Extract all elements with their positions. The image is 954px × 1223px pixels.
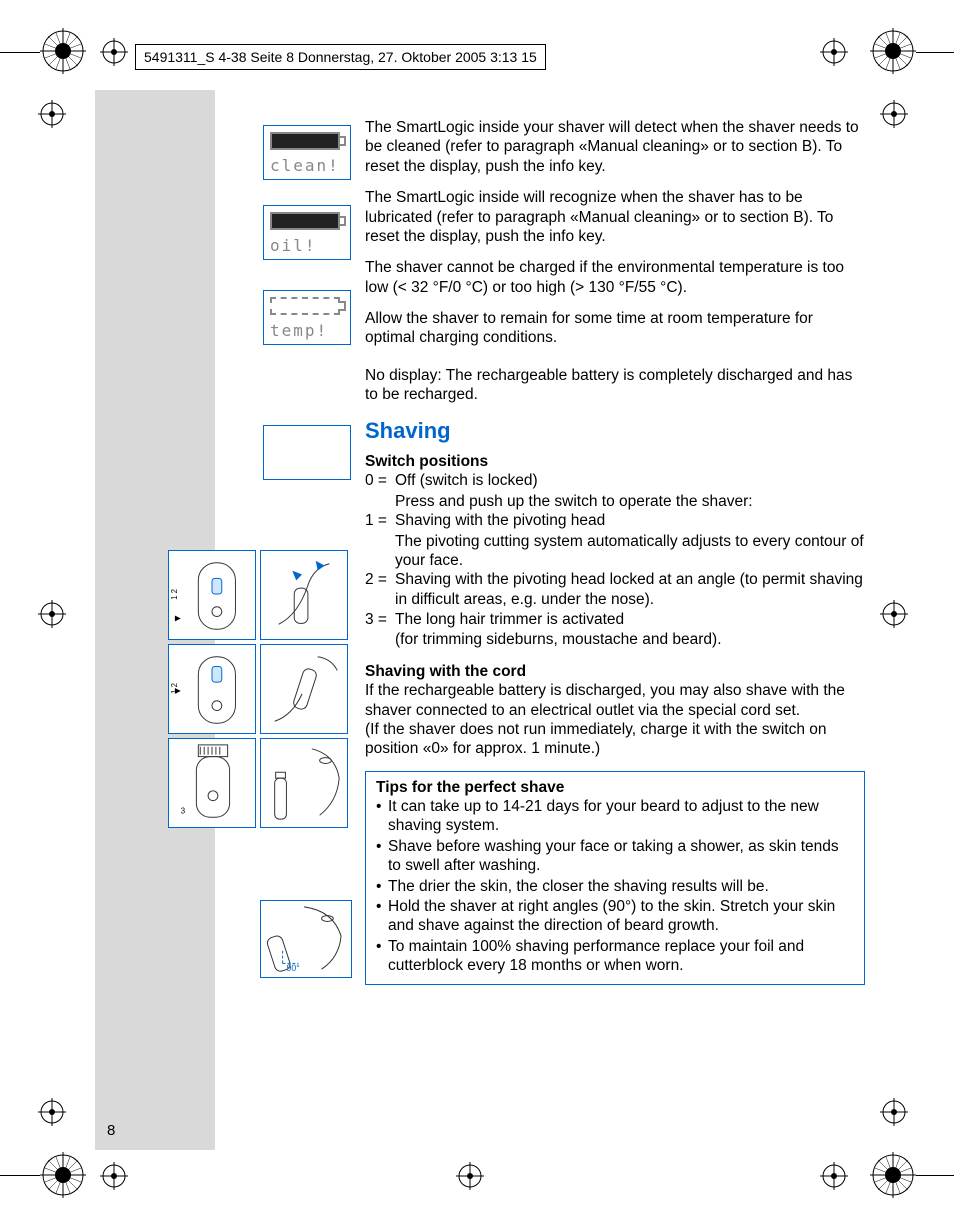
- cord-section: Shaving with the cord If the rechargeabl…: [365, 662, 865, 759]
- switch-title: Switch positions: [365, 452, 865, 471]
- registration-mark: [40, 1152, 86, 1198]
- crop-mark: [820, 38, 848, 66]
- crop-mark: [100, 1162, 128, 1190]
- crop-mark: [100, 38, 128, 66]
- crop-mark: [880, 600, 908, 628]
- crop-line: [0, 1175, 40, 1176]
- heading-shaving: Shaving: [365, 417, 865, 445]
- frame-info-header: 5491311_S 4-38 Seite 8 Donnerstag, 27. O…: [135, 44, 546, 70]
- para-temp1: The shaver cannot be charged if the envi…: [365, 258, 865, 297]
- crop-mark: [880, 100, 908, 128]
- registration-mark: [870, 1152, 916, 1198]
- crop-line: [916, 1175, 954, 1176]
- switch-positions: Switch positions 0 =Off (switch is locke…: [365, 452, 865, 650]
- tips-title: Tips for the perfect shave: [376, 778, 854, 797]
- tips-box: Tips for the perfect shave •It can take …: [365, 771, 865, 986]
- crop-mark: [38, 1098, 66, 1126]
- crop-mark: [456, 1162, 484, 1190]
- crop-mark: [38, 100, 66, 128]
- cord-title: Shaving with the cord: [365, 662, 865, 681]
- para-clean: The SmartLogic inside your shaver will d…: [365, 118, 865, 176]
- crop-mark: [880, 1098, 908, 1126]
- crop-mark: [820, 1162, 848, 1190]
- para-temp2: Allow the shaver to remain for some time…: [365, 309, 865, 348]
- para-oil: The SmartLogic inside will recognize whe…: [365, 188, 865, 246]
- registration-mark: [870, 28, 916, 74]
- crop-mark: [38, 600, 66, 628]
- crop-line: [916, 52, 954, 53]
- para-nodisplay: No display: The rechargeable battery is …: [365, 366, 865, 405]
- page-number: 8: [107, 1122, 115, 1139]
- registration-mark: [40, 28, 86, 74]
- crop-line: [0, 52, 40, 53]
